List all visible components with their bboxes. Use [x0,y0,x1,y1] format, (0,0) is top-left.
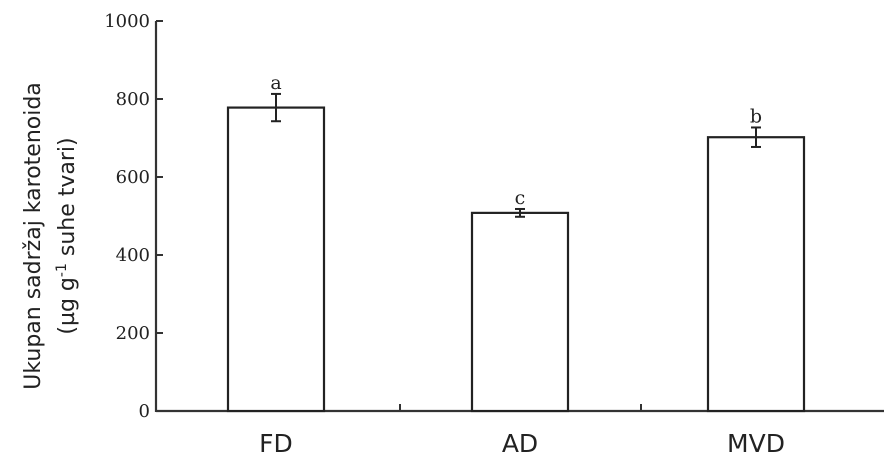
y-axis-title-prefix: (µg g [55,277,80,335]
x-tick-label: FD [259,429,293,456]
y-tick-label: 1000 [104,11,150,32]
y-axis-title-line2: (µg g-1 suhe tvari) [54,137,80,334]
significance-letter: a [270,72,281,94]
significance-letter: b [750,105,762,127]
y-axis-title-line1: Ukupan sadržaj karotenoida [21,82,46,390]
y-tick-label: 0 [139,401,150,422]
x-labels: FD AD MVD [259,429,785,456]
bar-mvd [706,136,806,413]
y-tick-label: 800 [116,89,150,110]
y-axis-title-superscript: -1 [54,263,70,277]
y-axis-title: Ukupan sadržaj karotenoida (µg g-1 suhe … [21,82,80,390]
x-tick-label: MVD [727,429,785,456]
y-axis-title-suffix: suhe tvari) [55,137,80,263]
x-tick-label: AD [502,429,538,456]
y-tick-label: 200 [116,323,150,344]
bars: a c b [226,72,806,413]
y-ticks: 0 200 400 600 800 1000 [104,11,163,422]
y-tick-label: 600 [116,167,150,188]
y-tick-label: 400 [116,245,150,266]
bar-ad [470,211,570,413]
significance-letter: c [515,187,526,209]
bar-fd [226,106,326,413]
